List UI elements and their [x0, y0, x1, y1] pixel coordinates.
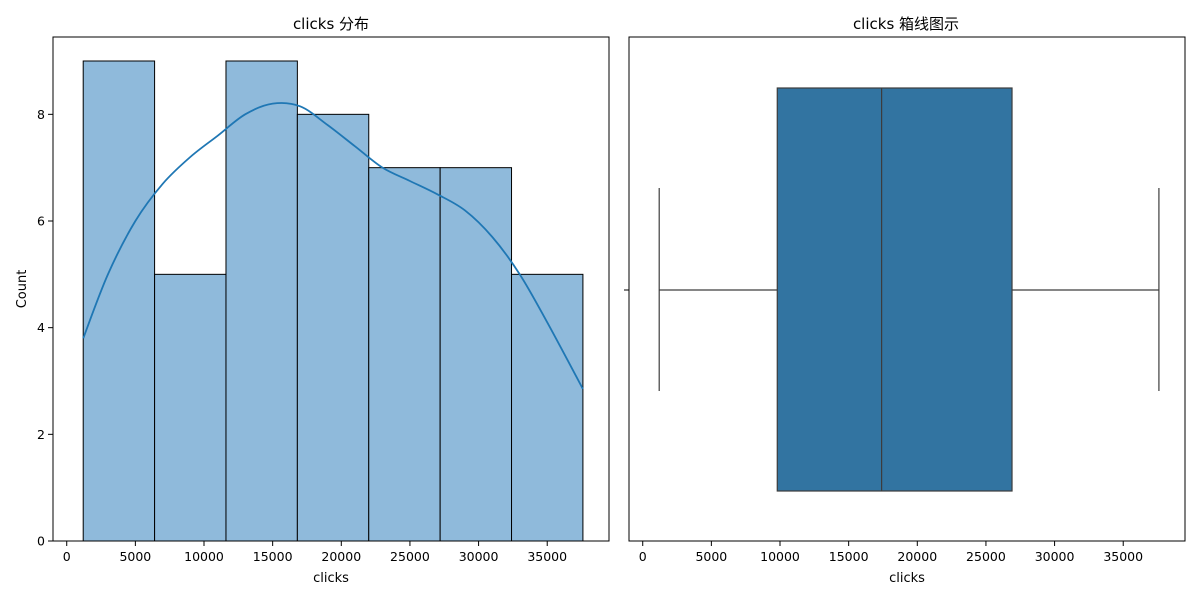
- histogram-y-tick-label: 8: [37, 107, 45, 122]
- histogram-bar: [82, 60, 156, 542]
- histogram-bar: [154, 273, 227, 542]
- histogram-x-tick-label: 10000: [184, 549, 224, 564]
- histogram-bar: [439, 167, 513, 542]
- histogram-bar: [296, 113, 370, 542]
- boxplot-title: clicks 箱线图示: [853, 15, 959, 33]
- boxplot-x-axis: 0 5000 10000 15000 20000 25000 30000 35000: [639, 541, 1143, 564]
- boxplot-panel: clicks 箱线图示 0 5000 10000 15000 20000 25000 300…: [624, 15, 1186, 586]
- histogram-plot-frame: [52, 36, 610, 542]
- boxplot-x-tick-label: 5000: [695, 549, 727, 564]
- histogram-y-tick-label: 4: [37, 320, 45, 335]
- histogram-x-tick-label: 15000: [253, 549, 293, 564]
- boxplot-x-tick-label: 30000: [1035, 549, 1075, 564]
- boxplot-box: [776, 87, 1013, 492]
- histogram-x-tick-label: 30000: [459, 549, 499, 564]
- histogram-y-axis: 0 2 4 6 8: [37, 107, 53, 549]
- boxplot-marks: [658, 87, 1160, 492]
- histogram-title: clicks 分布: [293, 15, 369, 33]
- histogram-bars: [82, 60, 584, 542]
- histogram-bar: [225, 60, 298, 542]
- histogram-x-tick-label: 0: [63, 549, 71, 564]
- histogram-y-tick-label: 0: [37, 534, 45, 549]
- histogram-panel: clicks 分布 0 2 4 6 8 0 5000 10000 15000 20000 2500…: [15, 15, 610, 586]
- histogram-x-label: clicks: [313, 571, 349, 586]
- histogram-bar: [368, 167, 441, 542]
- histogram-x-axis: 0 5000 10000 15000 20000 25000 30000 35000: [63, 541, 567, 564]
- boxplot-plot-frame: [628, 36, 1186, 542]
- histogram-y-label: Count: [15, 270, 30, 309]
- boxplot-x-tick-label: 20000: [897, 549, 937, 564]
- histogram-y-tick-label: 2: [37, 427, 45, 442]
- boxplot-x-tick-label: 15000: [829, 549, 869, 564]
- boxplot-x-label: clicks: [889, 571, 925, 586]
- histogram-bar: [511, 273, 584, 542]
- boxplot-x-tick-label: 35000: [1103, 549, 1143, 564]
- boxplot-x-tick-label: 0: [639, 549, 647, 564]
- histogram-x-tick-label: 25000: [390, 549, 430, 564]
- histogram-x-tick-label: 20000: [321, 549, 361, 564]
- kde-curve: [82, 102, 584, 390]
- boxplot-x-tick-label: 10000: [760, 549, 800, 564]
- histogram-y-tick-label: 6: [37, 214, 45, 229]
- boxplot-x-tick-label: 25000: [966, 549, 1006, 564]
- histogram-x-tick-label: 35000: [527, 549, 567, 564]
- histogram-x-tick-label: 5000: [119, 549, 151, 564]
